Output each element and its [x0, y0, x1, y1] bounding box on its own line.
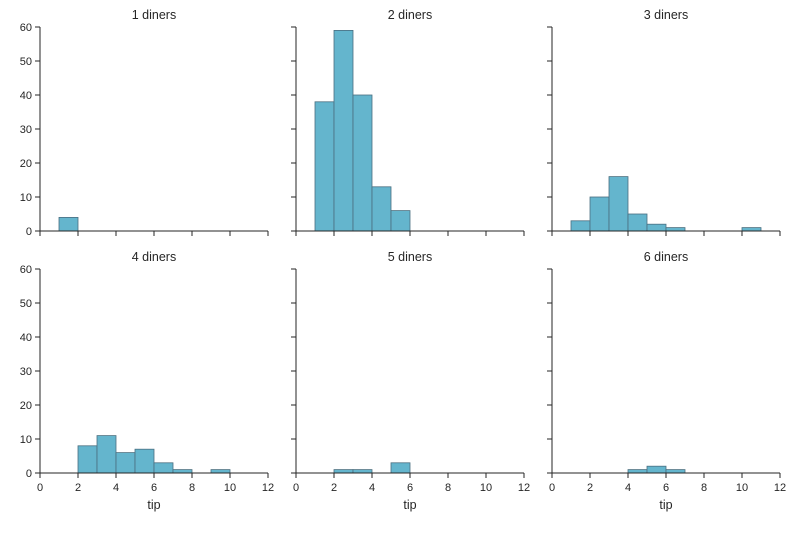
panel-3-bar	[627, 213, 648, 232]
panel-2-bar	[314, 101, 335, 232]
panel-3-bar	[665, 227, 686, 232]
panel-5-x-axis-title: tip	[403, 498, 416, 512]
panel-5-x-tick-label: 0	[293, 482, 299, 494]
panel-6-x-tick-label: 6	[663, 482, 669, 494]
panel-3-bar	[589, 196, 610, 232]
panel-4-x-axis-title: tip	[147, 498, 160, 512]
panel-4-bar	[96, 435, 117, 474]
panel-4-y-tick-label: 40	[20, 332, 32, 344]
panel-6-x-tick-label: 2	[587, 482, 593, 494]
panel-5-bar	[333, 469, 354, 474]
panel-1-y-tick-label: 60	[20, 22, 32, 34]
panel-6-x-tick-label: 10	[736, 482, 748, 494]
panel-4-y-tick-label: 50	[20, 298, 32, 310]
panel-3-title: 3 diners	[644, 8, 688, 22]
panel-2-bar	[390, 210, 411, 232]
panel-5-x-tick-label: 6	[407, 482, 413, 494]
panel-6-bar	[665, 469, 686, 474]
panel-4-x-tick-label: 10	[224, 482, 236, 494]
panel-4-bar	[134, 448, 155, 474]
panel-5-x-tick-label: 2	[331, 482, 337, 494]
panel-1-title: 1 diners	[132, 8, 176, 22]
panel-4-y-tick-label: 60	[20, 264, 32, 276]
panel-4-x-tick-label: 12	[262, 482, 274, 494]
panel-3-bar	[570, 220, 591, 232]
panel-2-title: 2 diners	[388, 8, 432, 22]
panel-3-bar	[646, 223, 667, 232]
panel-2-bar	[333, 29, 354, 232]
panel-4-y-tick-label: 0	[26, 468, 32, 480]
panel-4-x-tick-label: 2	[75, 482, 81, 494]
panel-4-bar	[115, 452, 136, 474]
panel-5-x-tick-label: 8	[445, 482, 451, 494]
panel-4-bar	[172, 469, 193, 474]
panel-4-x-tick-label: 6	[151, 482, 157, 494]
panel-4-x-tick-label: 8	[189, 482, 195, 494]
panel-5-x-tick-label: 12	[518, 482, 530, 494]
panel-4-x-tick-label: 0	[37, 482, 43, 494]
panel-3-bar	[608, 176, 629, 232]
panel-4-bar	[77, 445, 98, 474]
panel-4-x-tick-label: 4	[113, 482, 119, 494]
panel-2-bar	[352, 94, 373, 232]
panel-5-title: 5 diners	[388, 250, 432, 264]
panel-4-y-tick-label: 20	[20, 400, 32, 412]
panel-4-y-tick-label: 30	[20, 366, 32, 378]
panel-4-bar	[210, 469, 231, 474]
panel-5-bar	[352, 469, 373, 474]
panel-4-bar	[153, 462, 174, 474]
panel-6-title: 6 diners	[644, 250, 688, 264]
panel-6-x-tick-label: 12	[774, 482, 786, 494]
panel-6-x-tick-label: 0	[549, 482, 555, 494]
panel-6-x-tick-label: 4	[625, 482, 631, 494]
panel-4-y-tick-label: 10	[20, 434, 32, 446]
panel-1-y-tick-label: 0	[26, 226, 32, 238]
panel-6-bar	[627, 469, 648, 474]
panel-3-bar	[741, 227, 762, 232]
panel-5-x-tick-label: 10	[480, 482, 492, 494]
panel-1-y-tick-label: 40	[20, 90, 32, 102]
panel-6-bar	[646, 465, 667, 474]
panel-1-bar	[58, 216, 79, 232]
panel-5-bar	[390, 462, 411, 474]
panel-6-x-axis-title: tip	[659, 498, 672, 512]
panel-1-y-tick-label: 10	[20, 192, 32, 204]
panel-6-x-tick-label: 8	[701, 482, 707, 494]
panel-2-bar	[371, 186, 392, 232]
panel-1-y-tick-label: 50	[20, 56, 32, 68]
panel-1-y-tick-label: 30	[20, 124, 32, 136]
panel-5-x-tick-label: 4	[369, 482, 375, 494]
panel-4-title: 4 diners	[132, 250, 176, 264]
panel-1-y-tick-label: 20	[20, 158, 32, 170]
